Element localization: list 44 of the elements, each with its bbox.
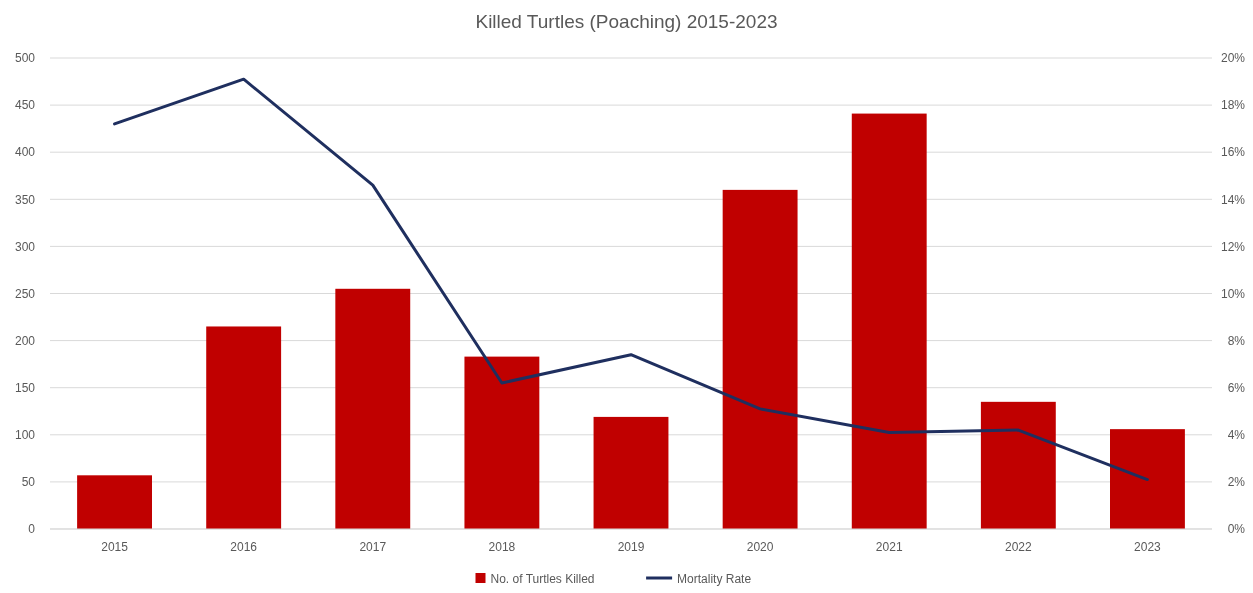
y2-tick-label: 8% [1227,333,1246,348]
x-tick-label: 2016 [230,540,258,554]
y2-tick-label: 2% [1227,475,1246,490]
y2-tick-label: 4% [1227,428,1246,442]
bar [722,189,798,529]
y-tick-label: 300 [14,239,36,254]
legend-label: No. of Turtles Killed [490,572,595,586]
y-tick-label: 250 [14,286,36,301]
y-tick-label: 150 [14,380,36,395]
x-tick-label: 2022 [1004,540,1032,554]
bar [77,475,152,529]
y2-tick-label: 12% [1220,239,1246,254]
y-tick-label: 100 [14,428,36,442]
bar [593,416,669,529]
chart-title: Killed Turtles (Poaching) 2015-2023 [475,11,778,32]
bar [980,401,1056,529]
y2-tick-label: 6% [1227,380,1246,395]
x-tick-label: 2018 [488,540,516,554]
y-tick-label: 450 [14,98,36,113]
legend-label: Mortality Rate [677,572,752,586]
bar [1110,429,1185,529]
y2-tick-label: 14% [1220,192,1246,207]
bar [206,326,282,529]
x-tick-label: 2015 [101,540,129,554]
x-tick-label: 2020 [746,540,774,554]
y-tick-label: 50 [21,475,36,490]
y-tick-label: 400 [14,145,36,160]
bar [335,288,411,529]
x-tick-label: 2019 [617,540,645,554]
x-tick-label: 2023 [1134,540,1162,554]
x-tick-label: 2021 [875,540,903,554]
y-tick-label: 0 [28,522,36,537]
bar [851,113,927,529]
x-tick-label: 2017 [359,540,387,554]
y2-tick-label: 18% [1220,98,1246,113]
y-tick-label: 500 [14,51,36,66]
bar [464,356,540,529]
y2-tick-label: 20% [1220,51,1246,66]
y2-tick-label: 16% [1220,145,1246,160]
y2-tick-label: 10% [1220,286,1246,301]
y-tick-label: 350 [14,192,36,207]
y-tick-label: 200 [14,333,36,348]
line-series [113,77,1149,482]
y2-tick-label: 0% [1227,522,1246,537]
